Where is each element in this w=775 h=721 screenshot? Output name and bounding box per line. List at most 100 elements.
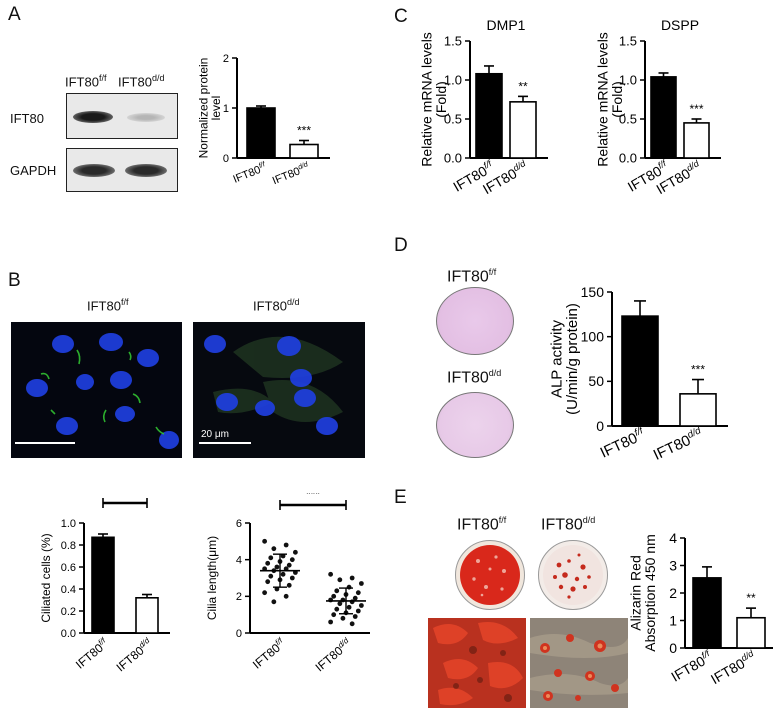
blot-header-ff: IFT80f/f [65,73,107,90]
y-tick-label: 0.8 [61,540,76,552]
y-tick-label: 0 [669,640,677,656]
x-tick-label-ff: IFT80f/f [249,635,288,671]
micro-label-ff: IFT80f/f [87,297,129,314]
point-ift80-ff [265,579,271,585]
blot-ift80 [66,93,178,139]
alizarin-dish-label-dd: IFT80d/d [541,515,596,534]
alp-dish-label-dd: IFT80d/d [447,368,502,387]
point-ift80-ff [286,562,292,568]
y-tick-label: 2 [236,591,242,603]
significance-label: *** [306,493,320,501]
x-tick-label-ff: IFT80f/f [72,635,111,671]
y-tick-label: 0 [223,153,229,165]
y-axis-label: Alizarin RedAbsorption 450 nm [627,534,658,652]
x-tick-label-ff: IFT80f/f [231,160,269,186]
point-ift80-ff [283,593,289,599]
point-ift80-dd [331,612,337,618]
point-ift80-ff [289,575,295,581]
scale-bar-label: 20 μm [201,429,229,440]
band-gapdh-ff [73,164,115,177]
y-tick-label: 0.6 [61,562,76,574]
y-tick-label: 50 [588,373,604,389]
point-ift80-ff [280,571,286,577]
chart-title: DMP1 [487,17,526,33]
point-ift80-dd [346,604,352,610]
chart-b-ciliated: 0.0 0.2 0.4 0.6 0.8 1.0 Ciliated cells (%) *** I… [39,493,170,675]
y-tick-label: 1 [223,103,229,115]
point-ift80-ff [289,557,295,563]
point-ift80-dd [337,577,343,583]
blot-row-label-ift80: IFT80 [10,111,44,126]
x-tick-label-ff: IFT80f/f [597,425,649,462]
y-axis-label: Ciliated cells (%) [39,533,53,622]
micrograph-ff [11,322,182,458]
point-ift80-ff [268,573,274,579]
y-tick-label: 1.5 [444,34,462,49]
point-ift80-dd [349,575,355,581]
alizarin-dish-dd [538,540,608,610]
bar-ift80-dd [509,101,537,159]
band-gapdh-dd [125,164,167,177]
blot-row-label-gapdh: GAPDH [10,163,57,178]
y-axis-label: Relative mRNA levels(Fold) [418,32,449,167]
chart-e-alizarin: 0 1 2 3 4 Alizarin RedAbsorption 450 nm ** IFT8… [627,530,773,687]
blot-gapdh [66,148,178,192]
point-ift80-ff [283,542,289,548]
y-tick-label: 4 [669,530,677,546]
micrograph-dd: 20 μm [193,322,365,458]
panel-letter-a: A [8,4,21,25]
y-tick-label: 1.0 [61,518,76,530]
bar-ift80-ff [621,315,659,427]
point-ift80-dd [355,590,361,596]
y-tick-label: 6 [236,518,242,530]
point-ift80-ff [271,599,277,605]
y-axis-label: ALP activity(U/min/g protein) [548,303,581,415]
point-ift80-dd [331,593,337,599]
point-ift80-ff [262,590,268,596]
bar-ift80-dd [289,143,319,159]
significance-label: ** [746,591,756,605]
y-tick-label: 1.0 [619,73,637,88]
point-ift80-dd [349,621,355,627]
chart-b-length: 0 2 4 6 Cilia length(μm) *** IFT80f/f IFT80d/d [205,493,370,675]
point-ift80-ff [268,555,274,561]
point-ift80-dd [334,588,340,594]
alp-dish-dd [436,392,514,458]
bar-ift80-ff [475,72,503,159]
x-tick-label-dd: IFT80d/d [113,636,155,675]
alp-dish-ff [436,287,514,355]
panel-letter-e: E [394,487,407,508]
y-tick-label: 0 [236,628,242,640]
y-tick-label: 0.5 [444,112,462,127]
y-tick-label: 0 [596,418,604,434]
alizarin-micrograph-ff [428,618,526,708]
bar-ift80-dd [736,616,766,649]
chart-title: DSPP [661,17,699,33]
panel-letter-c: C [394,6,408,27]
bar-ift80-ff [650,76,677,159]
point-ift80-ff [286,582,292,588]
x-tick-label-dd: IFT80d/d [650,425,706,464]
significance-label: *** [691,363,705,377]
y-axis-label: Cilia length(μm) [205,536,219,620]
y-tick-label: 150 [581,284,605,300]
point-ift80-dd [340,615,346,621]
x-tick-label-dd: IFT80d/d [312,636,354,675]
y-tick-label: 1 [669,612,677,628]
alp-dish-label-ff: IFT80f/f [447,267,497,286]
bar-ift80-dd [135,597,159,634]
point-ift80-dd [355,608,361,614]
y-tick-label: 2 [669,585,677,601]
y-tick-label: 2 [223,53,229,65]
band-ift80-ff [73,111,113,123]
alizarin-dish-label-ff: IFT80f/f [457,515,507,534]
y-axis-label: Normalized proteinlevel [196,58,223,159]
y-tick-label: 0.4 [61,584,76,596]
point-ift80-dd [358,603,364,608]
micro-label-dd: IFT80d/d [253,297,300,314]
point-ift80-dd [358,581,364,586]
bar-ift80-dd [683,122,710,159]
y-tick-label: 0.0 [444,151,462,166]
